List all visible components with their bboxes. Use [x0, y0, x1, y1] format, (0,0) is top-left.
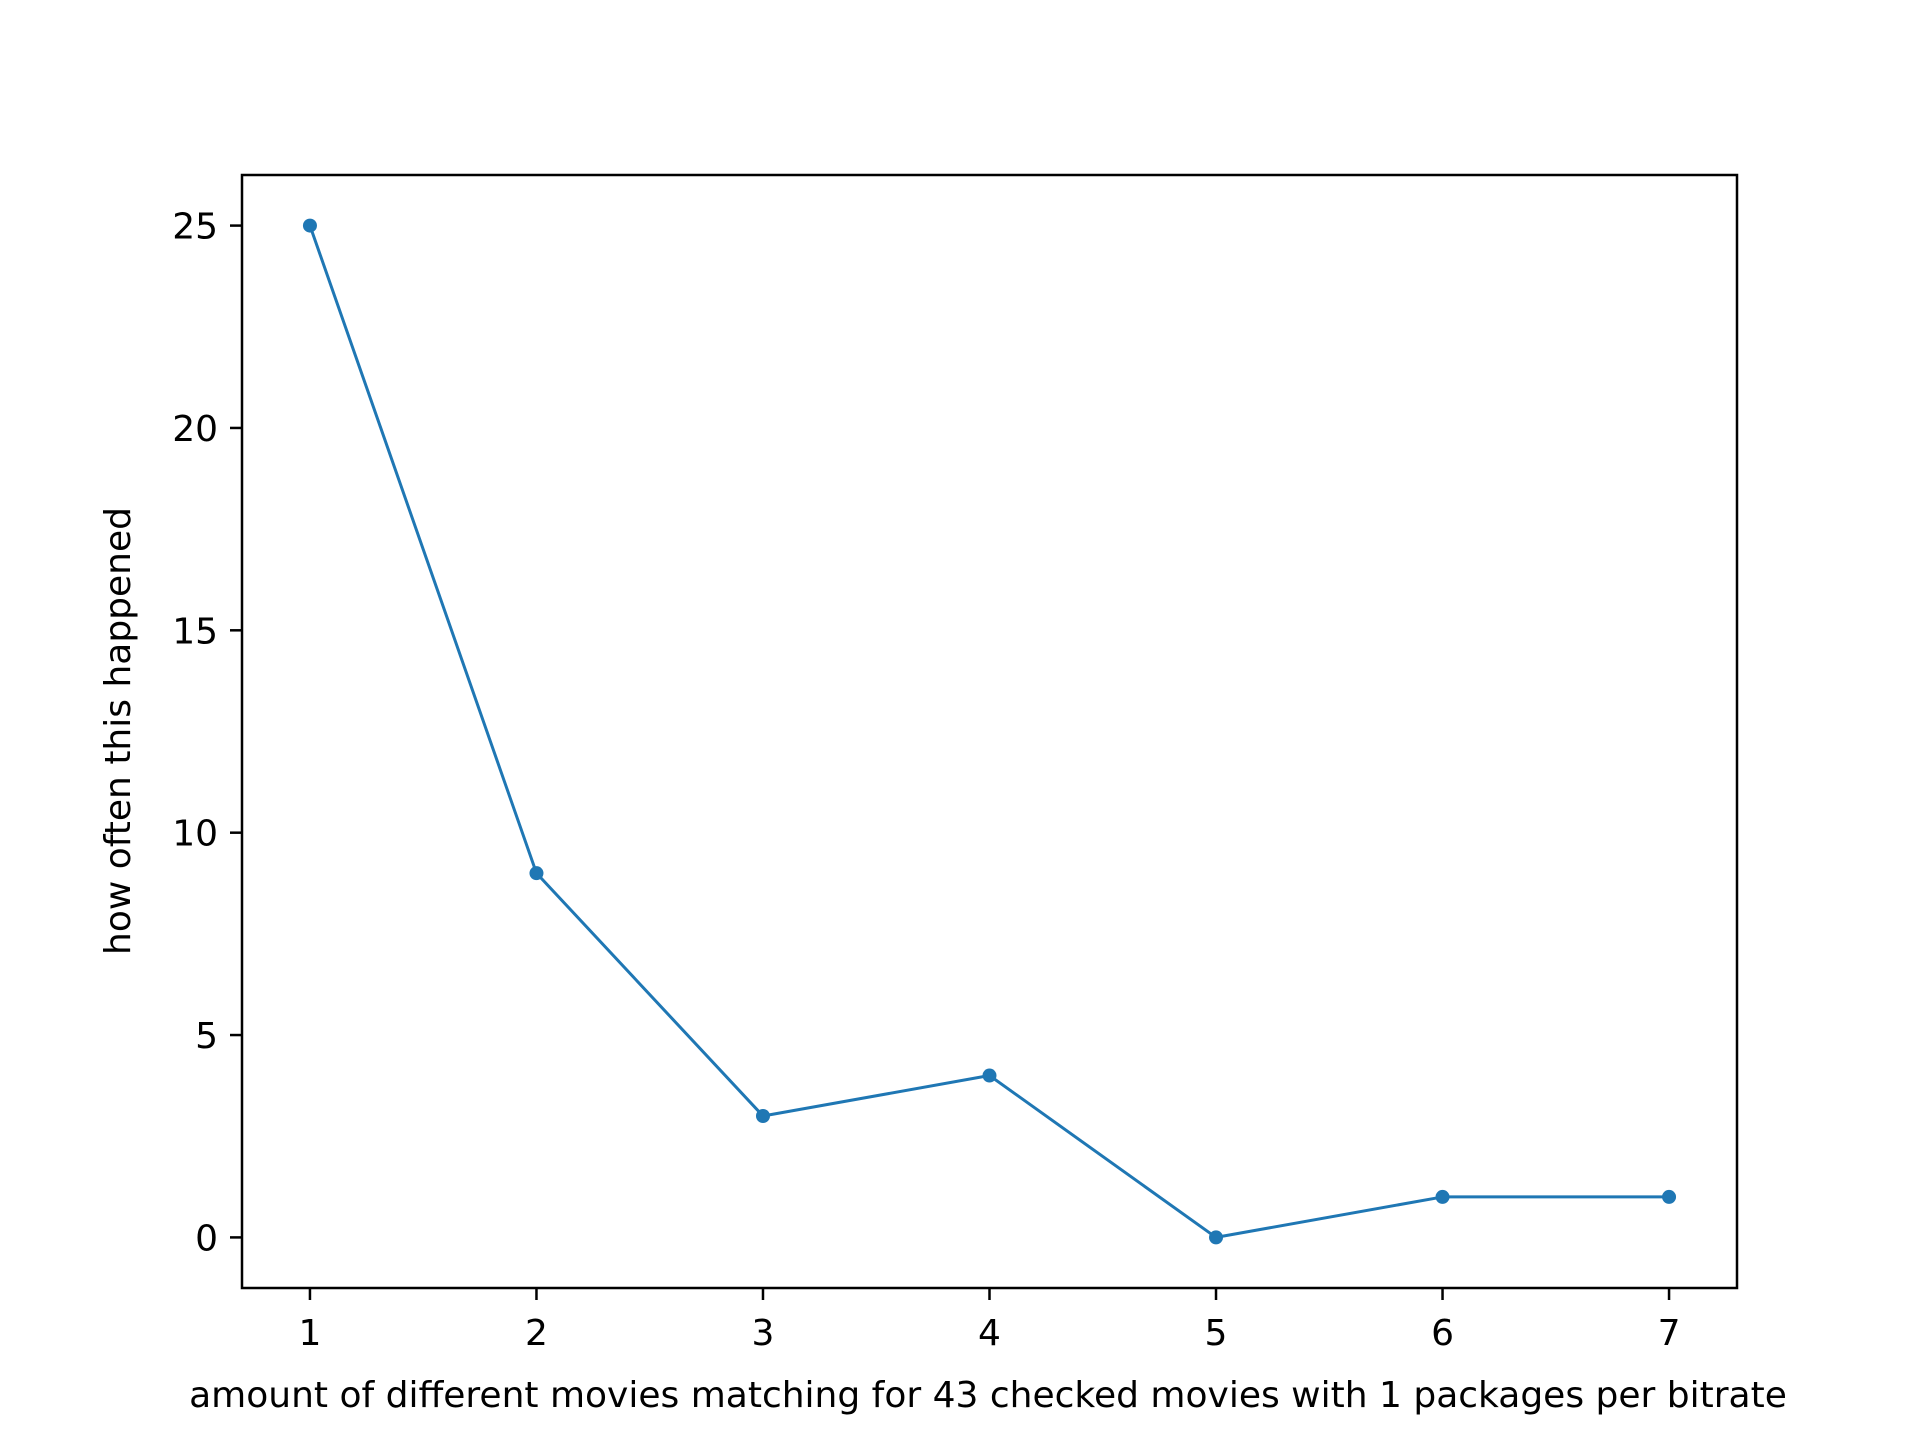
x-axis-label: amount of different movies matching for …: [189, 1375, 1787, 1416]
x-tick-label: 1: [299, 1313, 322, 1354]
data-point: [982, 1068, 997, 1083]
x-tick-label: 6: [1431, 1313, 1454, 1354]
x-tick-label: 4: [978, 1313, 1001, 1354]
series-layer: [302, 218, 1677, 1245]
y-tick-label: 20: [172, 409, 218, 450]
data-point: [755, 1108, 770, 1123]
x-tick-label: 7: [1658, 1313, 1681, 1354]
data-point: [529, 866, 544, 881]
y-tick-label: 0: [195, 1218, 218, 1259]
y-tick-label: 5: [195, 1016, 218, 1057]
data-point: [1662, 1189, 1677, 1204]
y-axis-ticks: 0 5 10 15 20 25: [172, 207, 242, 1259]
x-tick-label: 5: [1205, 1313, 1228, 1354]
data-point: [302, 218, 317, 233]
x-tick-label: 3: [752, 1313, 775, 1354]
y-tick-label: 15: [172, 611, 218, 652]
x-axis-ticks: 1 2 3 4 5 6 7: [299, 1288, 1681, 1354]
y-tick-label: 25: [172, 207, 218, 248]
x-tick-label: 2: [525, 1313, 548, 1354]
data-point: [1209, 1230, 1224, 1245]
y-axis-label: how often this happened: [98, 507, 139, 955]
y-tick-label: 10: [172, 814, 218, 855]
data-point: [1435, 1189, 1450, 1204]
